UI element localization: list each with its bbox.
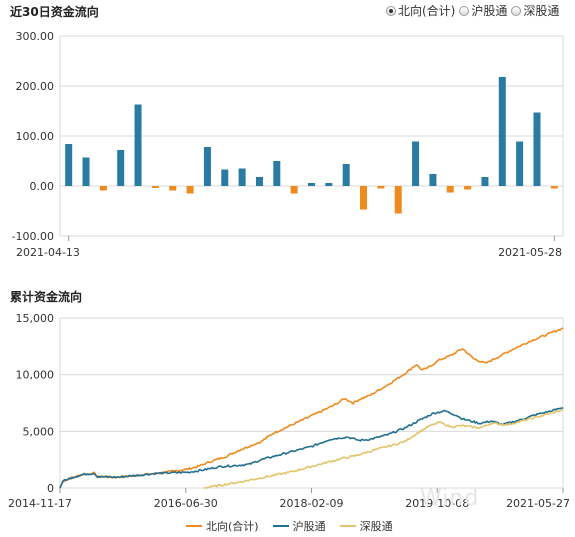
radio-dot-icon	[459, 5, 470, 16]
x-tick-label: 2014-11-17	[8, 497, 72, 510]
radio-north[interactable]: 北向(合计)	[386, 2, 455, 19]
x-start-label: 2021-04-13	[16, 246, 80, 259]
y-tick-label: 200.00	[16, 80, 55, 93]
bar	[377, 186, 385, 189]
bar	[290, 186, 298, 194]
bar	[65, 144, 73, 186]
x-tick-label: 2018-02-09	[280, 497, 344, 510]
radio-shanghai[interactable]: 沪股通	[459, 2, 507, 19]
cumulative-flow-line-chart: 15,000 10,000 5,000 0 2014-11-17 2016-06-30 20…	[8, 312, 570, 510]
series-line-sz	[203, 408, 564, 489]
radio-shanghai-label: 沪股通	[471, 4, 508, 18]
legend-swatch-north	[186, 525, 202, 527]
legend-label-north: 北向(合计)	[206, 520, 259, 533]
legend-label-shanghai: 沪股通	[292, 520, 326, 533]
bar	[516, 141, 524, 186]
series-line-north	[59, 327, 564, 489]
y-tick-label: 5,000	[23, 425, 55, 438]
bar	[308, 183, 315, 186]
bar	[99, 186, 107, 191]
daily-flow-bar-chart: 300.00 200.00 100.00 0.00 -100.00 2021-04-13 2…	[12, 30, 564, 259]
bar	[412, 141, 420, 186]
bar	[325, 183, 333, 186]
radio-north-label: 北向(合计)	[398, 4, 456, 18]
legend-item-shanghai: 沪股通	[272, 518, 326, 534]
bar	[82, 157, 90, 186]
legend-item-north: 北向(合计)	[186, 518, 259, 534]
x-tick-label: 2019-10-08	[405, 497, 469, 510]
bar	[342, 164, 350, 186]
chart2-title: 累计资金流向	[10, 290, 83, 304]
bar	[394, 186, 402, 214]
series-line-sh	[59, 406, 564, 489]
bar	[221, 169, 229, 186]
bar	[464, 186, 472, 190]
y-tick-label: -100.00	[12, 230, 54, 243]
radio-shenzhen-label: 深股通	[523, 4, 560, 18]
bar	[238, 168, 246, 186]
legend-label-shenzhen: 深股通	[359, 520, 393, 533]
bar	[481, 177, 489, 186]
bar	[186, 186, 194, 194]
x-tick-label: 2021-05-27	[506, 497, 570, 510]
radio-shenzhen[interactable]: 深股通	[511, 2, 559, 19]
x-tick-label: 2016-06-30	[154, 497, 218, 510]
legend-swatch-shanghai	[272, 525, 289, 527]
y-tick-label: 0	[47, 482, 54, 495]
bar	[203, 147, 211, 186]
chart2-legend: 北向(合计) 沪股通 深股通	[186, 518, 393, 534]
y-tick-label: 0.00	[30, 180, 55, 193]
bar	[429, 174, 437, 186]
bar	[360, 186, 368, 210]
watermark-logo: Wind	[420, 486, 480, 511]
bar	[169, 186, 177, 191]
radio-dot-icon	[386, 5, 396, 16]
chart1-title: 近30日资金流向	[10, 5, 99, 19]
x-end-label: 2021-05-28	[498, 246, 562, 259]
bar	[550, 186, 558, 189]
y-tick-label: 300.00	[16, 30, 55, 43]
y-tick-label: 100.00	[16, 130, 55, 143]
radio-dot-icon	[511, 5, 522, 16]
legend-item-shenzhen: 深股通	[339, 518, 393, 534]
legend-swatch-shenzhen	[339, 525, 356, 527]
bar	[134, 104, 142, 186]
bar	[446, 186, 454, 193]
bar	[151, 186, 159, 188]
bar	[117, 150, 125, 186]
bar	[498, 77, 506, 186]
bar	[255, 177, 263, 186]
bar	[533, 112, 541, 186]
y-tick-label: 15,000	[16, 312, 55, 325]
y-tick-label: 10,000	[16, 369, 55, 382]
bar	[273, 161, 281, 186]
series-selector: 北向(合计) 沪股通 深股通	[386, 2, 559, 19]
